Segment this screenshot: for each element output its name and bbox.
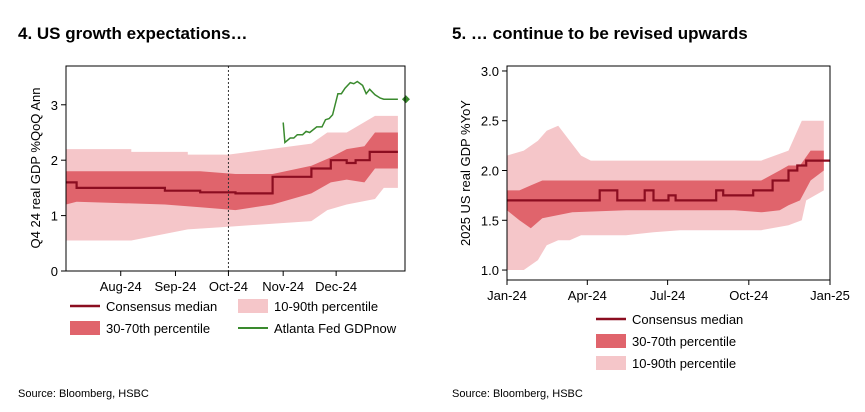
chart-1-plot: 0 1 2 3 Aug-24 Sep-24 Oct-24 Nov-24 Dec-24 Q4 24 … <box>28 65 410 294</box>
x-tick-label: Jan-25 <box>810 288 850 303</box>
consensus-median-line <box>507 159 830 202</box>
source-note-right: Source: Bloomberg, HSBC <box>452 388 583 400</box>
y-tick-label: 1 <box>51 209 58 224</box>
x-tick-label: Oct-24 <box>729 288 768 303</box>
x-tick-label: Apr-24 <box>568 288 607 303</box>
gdpnow-line <box>282 80 398 145</box>
plot-frame <box>506 65 831 281</box>
band-p30-70 <box>66 132 398 211</box>
x-tick-label: Jan-24 <box>487 288 527 303</box>
legend-swatch-p10_90 <box>596 356 626 370</box>
y-axis-label: Q4 24 real GDP %QoQ Ann <box>28 88 43 249</box>
x-tick-label: Oct-24 <box>209 279 248 294</box>
legend-swatch-p10_90 <box>238 299 268 313</box>
y-tick-label: 2 <box>51 153 58 168</box>
legend-label-median: Consensus median <box>106 299 217 314</box>
y-axis-label: 2025 US real GDP %YoY <box>458 100 473 246</box>
chart-title-right: 5. … continue to be revised upwards <box>452 24 748 43</box>
y-tick-label: 3.0 <box>481 64 499 79</box>
x-tick-label: Sep-24 <box>155 279 197 294</box>
consensus-median-line <box>66 150 398 195</box>
chart-2-legend: Consensus median 30-70th percentile 10-90t… <box>596 312 743 371</box>
legend-label-gdpnow: Atlanta Fed GDPnow <box>274 321 397 336</box>
x-tick-label: Aug-24 <box>100 279 142 294</box>
y-tick-label: 0 <box>51 264 58 279</box>
x-tick-label: Nov-24 <box>262 279 304 294</box>
legend-label-p10_90: 10-90th percentile <box>274 299 378 314</box>
legend-label-p30_70: 30-70th percentile <box>632 334 736 349</box>
chart-title-left: 4. US growth expectations… <box>18 24 248 43</box>
y-tick-label: 1.5 <box>481 213 499 228</box>
x-tick-label: Jul-24 <box>650 288 685 303</box>
legend-label-p30_70: 30-70th percentile <box>106 321 210 336</box>
legend-swatch-p30_70 <box>596 334 626 348</box>
y-tick-label: 3 <box>51 98 58 113</box>
legend-label-median: Consensus median <box>632 312 743 327</box>
band-p30-70 <box>507 150 824 229</box>
chart-1-legend: Consensus median 10-90th percentile 30-70t… <box>70 299 397 336</box>
source-note-left: Source: Bloomberg, HSBC <box>18 388 149 400</box>
legend-label-p10_90: 10-90th percentile <box>632 356 736 371</box>
plot-frame <box>65 65 406 272</box>
x-tick-label: Dec-24 <box>315 279 357 294</box>
y-tick-label: 1.0 <box>481 263 499 278</box>
gdpnow-end-marker <box>401 95 410 104</box>
legend-swatch-p30_70 <box>70 321 100 335</box>
y-tick-label: 2.0 <box>481 164 499 179</box>
y-tick-label: 2.5 <box>481 114 499 129</box>
chart-2-plot: 1.0 1.5 2.0 2.5 3.0 Jan-24 Apr-24 Jul-24 Oct-24 J… <box>458 64 850 303</box>
